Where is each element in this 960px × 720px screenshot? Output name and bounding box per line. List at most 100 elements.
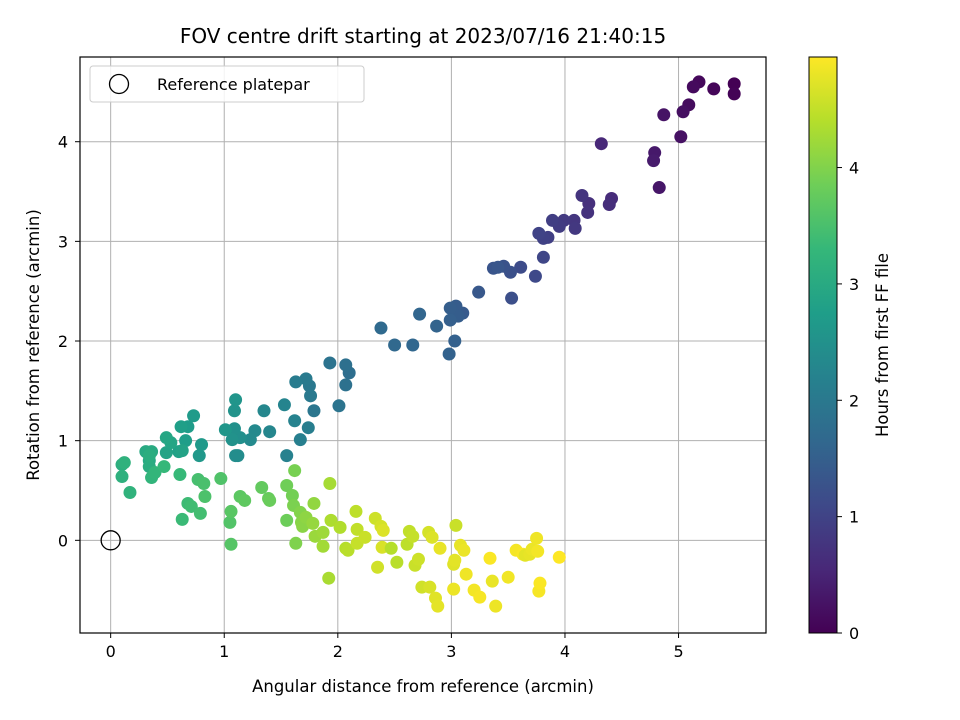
- data-point: [285, 488, 299, 502]
- chart-title: FOV centre drift starting at 2023/07/16 …: [180, 24, 666, 48]
- data-point: [390, 555, 404, 569]
- data-point: [532, 226, 546, 240]
- data-point: [472, 285, 486, 299]
- data-point: [339, 378, 353, 392]
- data-point: [575, 189, 589, 203]
- data-point: [727, 87, 741, 101]
- data-point: [304, 389, 318, 403]
- x-tick-label: 0: [106, 642, 116, 661]
- data-point: [289, 375, 303, 389]
- data-point: [192, 449, 206, 463]
- data-point: [594, 137, 608, 151]
- data-point: [225, 433, 239, 447]
- data-point: [384, 541, 398, 555]
- data-point: [406, 338, 420, 352]
- grid-layer: [80, 57, 766, 633]
- colorbar-label: Hours from first FF file: [873, 253, 892, 437]
- data-point: [307, 496, 321, 510]
- data-point: [707, 82, 721, 96]
- data-point: [195, 438, 209, 452]
- x-tick-label: 5: [673, 642, 683, 661]
- data-point: [483, 551, 497, 565]
- data-point: [647, 154, 661, 168]
- data-point: [263, 425, 277, 439]
- data-point: [473, 590, 487, 604]
- colorbar-ticks: 0 1 2 3 4: [837, 159, 859, 643]
- legend-marker: [108, 73, 130, 95]
- data-point: [652, 181, 666, 195]
- data-point: [727, 77, 741, 91]
- data-point: [448, 553, 462, 567]
- data-point: [179, 434, 193, 448]
- data-point: [443, 301, 457, 315]
- legend-box: [89, 65, 365, 103]
- data-point: [224, 504, 238, 518]
- data-point: [159, 446, 173, 460]
- data-point: [433, 541, 447, 555]
- data-point: [447, 582, 461, 596]
- data-point: [288, 414, 302, 428]
- data-point: [489, 599, 503, 613]
- colorbar-tick-label: 1: [849, 508, 859, 527]
- data-point: [459, 567, 473, 581]
- data-point: [299, 372, 313, 386]
- data-point: [552, 550, 566, 564]
- data-point: [341, 543, 355, 557]
- data-point: [301, 421, 315, 435]
- data-point: [187, 409, 201, 423]
- data-point: [514, 260, 528, 274]
- data-point: [657, 108, 671, 122]
- y-axis-label: Rotation from reference (arcmin): [24, 209, 43, 481]
- data-point: [530, 531, 544, 545]
- data-point: [423, 580, 437, 594]
- data-point: [323, 356, 337, 370]
- data-point: [350, 522, 364, 536]
- data-point: [323, 477, 337, 491]
- x-tick-label: 1: [219, 642, 229, 661]
- data-point: [674, 130, 688, 144]
- y-tick-label: 4: [58, 133, 68, 152]
- data-point: [184, 499, 198, 513]
- data-point: [376, 523, 390, 537]
- data-point: [214, 472, 228, 486]
- data-point: [374, 321, 388, 335]
- y-tick-label: 2: [58, 332, 68, 351]
- data-point: [332, 399, 346, 413]
- x-tick-label: 4: [560, 642, 570, 661]
- data-point: [306, 516, 320, 530]
- data-point: [280, 513, 294, 527]
- data-point: [123, 485, 137, 499]
- data-point: [528, 269, 542, 283]
- data-point: [448, 334, 462, 348]
- y-tick-label: 3: [58, 232, 68, 251]
- data-point: [406, 529, 420, 543]
- data-point: [197, 477, 211, 491]
- data-point: [411, 552, 425, 566]
- data-point: [159, 431, 173, 445]
- data-point: [431, 599, 445, 613]
- data-point: [157, 460, 171, 474]
- data-point: [505, 291, 519, 305]
- data-point: [413, 307, 427, 321]
- data-point: [501, 570, 515, 584]
- data-point: [536, 250, 550, 264]
- data-point: [174, 420, 188, 434]
- data-point: [263, 493, 277, 507]
- data-point: [142, 449, 156, 463]
- data-point: [227, 404, 241, 418]
- data-point: [388, 338, 402, 352]
- data-point: [686, 80, 700, 94]
- legend-label: Reference platepar: [157, 75, 310, 94]
- data-point: [307, 404, 321, 418]
- data-point: [333, 520, 347, 534]
- colorbar-tick-label: 2: [849, 391, 859, 410]
- data-point: [581, 205, 595, 219]
- data-point: [238, 493, 252, 507]
- data-point: [257, 404, 271, 418]
- data-point: [224, 537, 238, 551]
- points-layer: [115, 75, 741, 613]
- data-point: [316, 539, 330, 553]
- data-point: [316, 525, 330, 539]
